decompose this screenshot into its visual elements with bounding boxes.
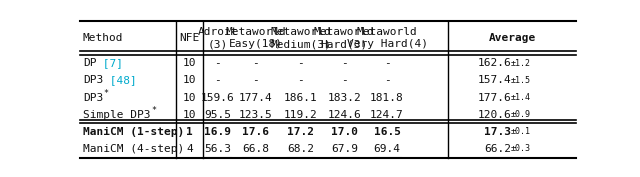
Text: Average: Average — [488, 33, 536, 43]
Text: DP3: DP3 — [83, 75, 103, 85]
Text: 95.5: 95.5 — [204, 110, 232, 120]
Text: 177.6: 177.6 — [477, 93, 511, 102]
Text: Simple DP3: Simple DP3 — [83, 110, 150, 120]
Text: ±0.9: ±0.9 — [511, 110, 531, 119]
Text: 162.6: 162.6 — [477, 58, 511, 68]
Text: 68.2: 68.2 — [287, 144, 314, 154]
Text: 119.2: 119.2 — [284, 110, 317, 120]
Text: ManiCM (4-step): ManiCM (4-step) — [83, 144, 184, 154]
Text: -: - — [214, 75, 221, 85]
Text: ±1.5: ±1.5 — [511, 76, 531, 85]
Text: -: - — [298, 75, 304, 85]
Text: ±1.4: ±1.4 — [511, 93, 531, 102]
Text: -: - — [298, 58, 304, 68]
Text: Adroit
(3): Adroit (3) — [198, 27, 238, 49]
Text: DP3: DP3 — [83, 93, 103, 102]
Text: 183.2: 183.2 — [328, 93, 361, 102]
Text: ±1.2: ±1.2 — [511, 59, 531, 68]
Text: -: - — [341, 75, 348, 85]
Text: 69.4: 69.4 — [374, 144, 401, 154]
Text: 120.6: 120.6 — [477, 110, 511, 120]
Text: 123.5: 123.5 — [239, 110, 273, 120]
Text: Metaworld
Very Hard(4): Metaworld Very Hard(4) — [346, 27, 428, 49]
Text: 10: 10 — [182, 93, 196, 102]
Text: 17.3: 17.3 — [484, 127, 511, 137]
Text: Metaworld
Medium(3): Metaworld Medium(3) — [270, 27, 331, 49]
Text: *: * — [104, 89, 109, 98]
Text: 4: 4 — [186, 144, 193, 154]
Text: 67.9: 67.9 — [331, 144, 358, 154]
Text: -: - — [214, 58, 221, 68]
Text: 124.7: 124.7 — [370, 110, 404, 120]
Text: 66.2: 66.2 — [484, 144, 511, 154]
Text: -: - — [341, 58, 348, 68]
Text: 124.6: 124.6 — [328, 110, 361, 120]
Text: Metaworld
Easy(18): Metaworld Easy(18) — [225, 27, 286, 49]
Text: NFE: NFE — [179, 33, 200, 43]
Text: -: - — [383, 58, 390, 68]
Text: 16.5: 16.5 — [374, 127, 401, 137]
Text: 177.4: 177.4 — [239, 93, 273, 102]
Text: DP: DP — [83, 58, 97, 68]
Text: 186.1: 186.1 — [284, 93, 317, 102]
Text: 56.3: 56.3 — [204, 144, 232, 154]
Text: 10: 10 — [182, 58, 196, 68]
Text: [48]: [48] — [103, 75, 137, 85]
Text: ±0.3: ±0.3 — [511, 144, 531, 153]
Text: -: - — [383, 75, 390, 85]
Text: 17.6: 17.6 — [242, 127, 269, 137]
Text: 181.8: 181.8 — [370, 93, 404, 102]
Text: *: * — [151, 106, 156, 115]
Text: ManiCM (1-step): ManiCM (1-step) — [83, 127, 184, 137]
Text: 17.0: 17.0 — [331, 127, 358, 137]
Text: -: - — [252, 75, 259, 85]
Text: Method: Method — [83, 33, 124, 43]
Text: [7]: [7] — [97, 58, 124, 68]
Text: 16.9: 16.9 — [204, 127, 232, 137]
Text: 66.8: 66.8 — [242, 144, 269, 154]
Text: ±0.1: ±0.1 — [511, 127, 531, 136]
Text: Metaworld
Hard(3): Metaworld Hard(3) — [314, 27, 375, 49]
Text: -: - — [252, 58, 259, 68]
Text: 157.4: 157.4 — [477, 75, 511, 85]
Text: 17.2: 17.2 — [287, 127, 314, 137]
Text: 10: 10 — [182, 75, 196, 85]
Text: 1: 1 — [186, 127, 193, 137]
Text: 10: 10 — [182, 110, 196, 120]
Text: 159.6: 159.6 — [201, 93, 235, 102]
